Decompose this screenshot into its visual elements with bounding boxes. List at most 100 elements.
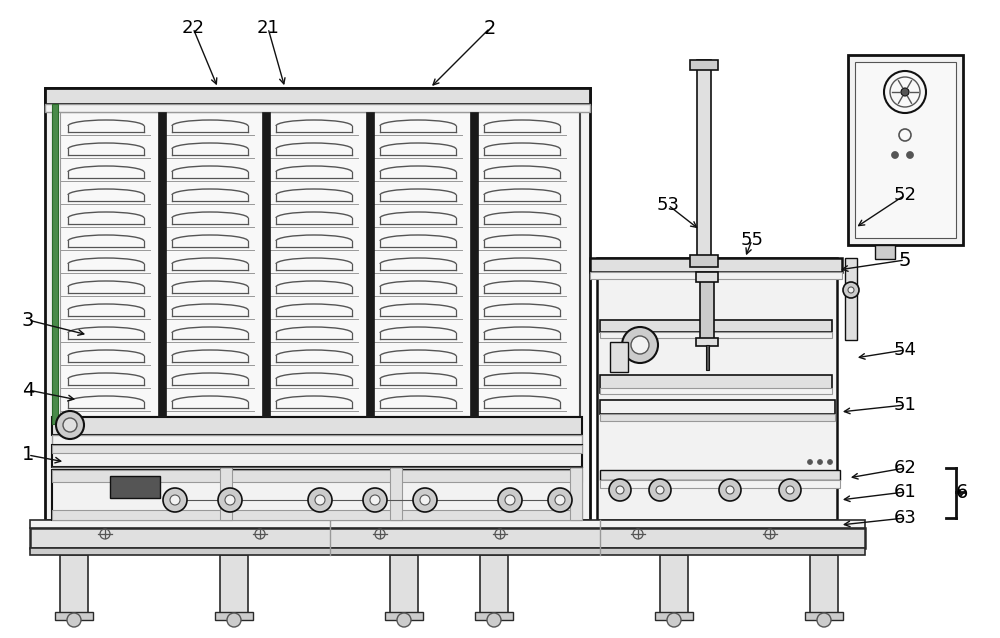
Bar [45,88,590,520]
Bar [30,548,865,555]
Bar [52,112,60,417]
Bar [475,612,513,620]
Circle shape [225,495,235,505]
Text: 54: 54 [894,341,916,359]
Circle shape [786,486,794,494]
Circle shape [308,488,332,512]
Circle shape [808,459,812,464]
Bar [52,470,582,482]
Bar [390,445,402,520]
Bar [45,104,590,112]
Circle shape [420,495,430,505]
Circle shape [843,282,859,298]
Bar [600,388,832,394]
Circle shape [56,411,84,439]
Circle shape [726,486,734,494]
Circle shape [505,495,515,505]
Bar [810,555,838,615]
Bar [600,375,832,393]
Circle shape [370,495,380,505]
Circle shape [67,613,81,627]
Bar [570,445,582,520]
Circle shape [649,479,671,501]
Circle shape [218,488,242,512]
Circle shape [363,488,387,512]
Text: 53: 53 [656,196,680,214]
Bar [600,320,832,332]
Text: 61: 61 [894,483,916,501]
Bar [30,520,865,528]
Bar [805,612,843,620]
Bar [590,258,842,272]
Bar [690,60,718,70]
Circle shape [901,88,909,96]
Bar [52,104,58,424]
Text: 6: 6 [956,482,968,501]
Bar [390,555,418,615]
Text: 55: 55 [740,231,764,249]
Text: 3: 3 [22,311,34,329]
Bar [696,272,718,282]
Text: 51: 51 [894,396,916,414]
Circle shape [719,479,741,501]
Bar [366,112,374,417]
Bar [55,612,93,620]
Text: 62: 62 [894,459,916,477]
Text: 63: 63 [894,509,916,527]
Bar [470,112,478,417]
Bar [220,555,248,615]
Circle shape [163,488,187,512]
Circle shape [63,418,77,432]
Circle shape [848,287,854,293]
Bar [700,275,714,345]
Bar [706,345,709,370]
Bar [110,476,160,498]
Circle shape [616,486,624,494]
Circle shape [779,479,801,501]
Bar [875,245,895,259]
Bar [696,338,718,346]
Bar [52,445,582,453]
Bar [45,88,590,104]
Bar [52,470,582,520]
Text: 1: 1 [22,445,34,464]
Bar [158,112,166,417]
Bar [52,417,582,435]
Circle shape [413,488,437,512]
Text: 4: 4 [22,380,34,399]
Bar [220,445,232,520]
Bar [845,258,857,340]
Bar [52,435,582,445]
Bar [597,258,837,520]
Text: 21: 21 [257,19,279,37]
Bar [480,555,508,615]
Bar [600,332,832,338]
Bar [262,112,270,417]
Circle shape [906,151,914,158]
Bar [610,342,628,372]
Bar [660,555,688,615]
Bar [600,414,835,421]
Circle shape [315,495,325,505]
Bar [600,470,840,480]
Circle shape [631,336,649,354]
Bar [655,612,693,620]
Bar [52,510,582,520]
Circle shape [656,486,664,494]
Bar [600,480,840,488]
Circle shape [227,613,241,627]
Text: 2: 2 [484,19,496,38]
Circle shape [498,488,522,512]
Bar [60,555,88,615]
Bar [215,612,253,620]
Bar [30,528,865,548]
Circle shape [487,613,501,627]
Bar [848,55,963,245]
Bar [697,60,711,260]
Circle shape [828,459,832,464]
Circle shape [818,459,822,464]
Circle shape [609,479,631,501]
Bar [52,445,582,467]
Circle shape [817,613,831,627]
Bar [58,112,580,417]
